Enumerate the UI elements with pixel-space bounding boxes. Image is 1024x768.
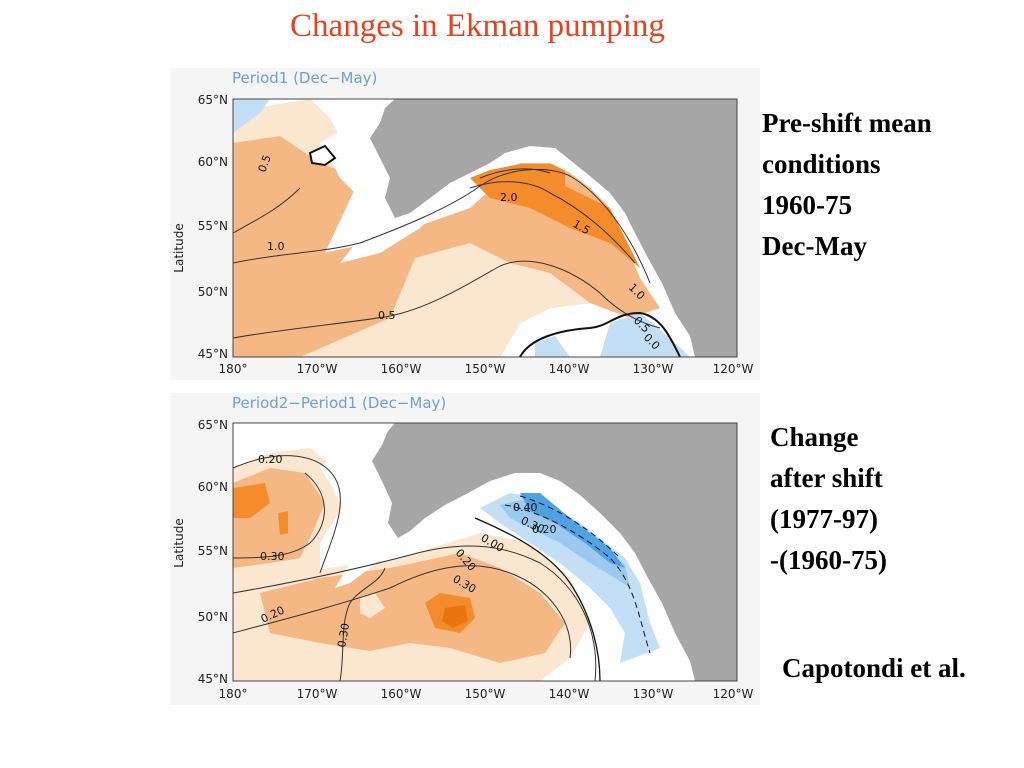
description-line: after shift <box>770 463 883 493</box>
contour-label: 2.0 <box>500 191 518 204</box>
lon-tick: 120°W <box>713 687 754 701</box>
contour-line-0-0 <box>519 311 681 358</box>
negative-fill-1 <box>535 336 570 357</box>
lon-tick: 140°W <box>549 687 590 701</box>
lon-tick: 120°W <box>713 362 754 376</box>
island-outline <box>308 144 337 167</box>
lon-tick: 170°W <box>297 362 338 376</box>
contour-line <box>232 472 325 559</box>
contour-fill-strong-small <box>278 511 288 535</box>
description-line: Pre-shift mean <box>762 108 932 138</box>
lon-tick: 180° <box>219 687 248 701</box>
contour-line <box>339 567 386 682</box>
panel-title: Period2−Period1 (Dec−May) <box>232 394 446 412</box>
description-line: (1977-97) <box>770 504 878 534</box>
lon-tick: 150°W <box>465 362 506 376</box>
negative-fill-light <box>480 493 660 663</box>
description-line: Dec-May <box>762 231 867 261</box>
contour-line <box>232 545 597 682</box>
contour-line-0-5 <box>232 260 661 339</box>
land-mass <box>370 99 737 357</box>
lat-tick: 55°N <box>198 219 228 233</box>
lat-tick: 50°N <box>198 610 228 624</box>
contour-line-negative <box>519 495 621 559</box>
lat-tick: 65°N <box>198 418 228 432</box>
lon-tick: 140°W <box>549 362 590 376</box>
plot-frame <box>232 98 738 358</box>
contour-label: 0.40 <box>513 501 538 514</box>
negative-fill-mid <box>500 498 630 588</box>
lon-tick: 170°W <box>297 687 338 701</box>
lat-tick: 60°N <box>198 480 228 494</box>
lat-tick: 60°N <box>198 155 228 169</box>
description-line: conditions <box>762 149 881 179</box>
description-line: Change <box>770 422 859 452</box>
description-line: 1960-75 <box>762 190 852 220</box>
contour-fill-mid <box>233 136 360 273</box>
contour-label: 0.30 <box>335 622 352 648</box>
negative-fill-2 <box>600 313 690 357</box>
contour-line-1-0 <box>232 168 651 284</box>
map-difference: Period2−Period1 (Dec−May) 0.20 0.30 0.20 <box>172 394 754 701</box>
contour-fill-light-south <box>233 243 590 357</box>
lat-tick: 45°N <box>198 347 228 361</box>
contour-label: 0.5 <box>378 309 396 322</box>
contour-label: 1.0 <box>267 240 285 253</box>
contour-fill-max <box>442 605 468 628</box>
credit-text: Capotondi et al. <box>782 648 966 689</box>
contour-label: 0.30 <box>260 550 285 563</box>
slide-title: Changes in Ekman pumping <box>290 8 665 44</box>
contour-fill-light-pocket <box>360 593 385 618</box>
contour-line-negative <box>504 504 651 654</box>
contour-line-zero <box>474 517 601 682</box>
contour-line-0-5-nw <box>232 187 301 234</box>
lon-tick: 180° <box>219 362 248 376</box>
contour-fill-strong <box>470 164 640 268</box>
land-mass <box>372 423 737 681</box>
contour-fill-mid-south <box>260 553 565 663</box>
lon-tick: 130°W <box>633 687 674 701</box>
lon-tick: 130°W <box>633 362 674 376</box>
lon-tick: 160°W <box>381 687 422 701</box>
lon-tick: 160°W <box>381 362 422 376</box>
lat-tick: 50°N <box>198 285 228 299</box>
contour-line <box>232 565 572 659</box>
change-description: Change after shift (1977-97) -(1960-75) <box>770 417 887 581</box>
y-axis-label: Latitude <box>172 518 186 567</box>
credit-line: Capotondi et al. <box>782 653 966 683</box>
contour-line <box>232 455 341 574</box>
lat-tick: 45°N <box>198 672 228 686</box>
negative-fill-nw <box>233 99 270 133</box>
contour-line-1-5 <box>469 181 636 264</box>
map-period1: Period1 (Dec−May) 0.5 1.0 2.0 1.5 1.0 0.… <box>172 69 754 376</box>
lat-tick: 55°N <box>198 544 228 558</box>
y-axis-label: Latitude <box>172 223 186 272</box>
contour-label: 0.5 <box>256 153 274 174</box>
map-panel-difference: Period2−Period1 (Dec−May) 0.20 0.30 0.20 <box>170 393 760 705</box>
lat-tick: 65°N <box>198 93 228 107</box>
map-panel-period1: Period1 (Dec−May) 0.5 1.0 2.0 1.5 1.0 0.… <box>170 68 760 380</box>
pre-shift-description: Pre-shift mean conditions 1960-75 Dec-Ma… <box>762 103 932 267</box>
plot-frame <box>232 422 738 682</box>
contour-label: 0.20 <box>532 523 557 536</box>
contour-fill-strong <box>233 483 270 518</box>
panel-title: Period1 (Dec−May) <box>232 69 377 87</box>
contour-line-2-0 <box>479 168 551 179</box>
contour-label: 0.20 <box>258 453 283 466</box>
lon-tick: 150°W <box>465 687 506 701</box>
description-line: -(1960-75) <box>770 545 887 575</box>
